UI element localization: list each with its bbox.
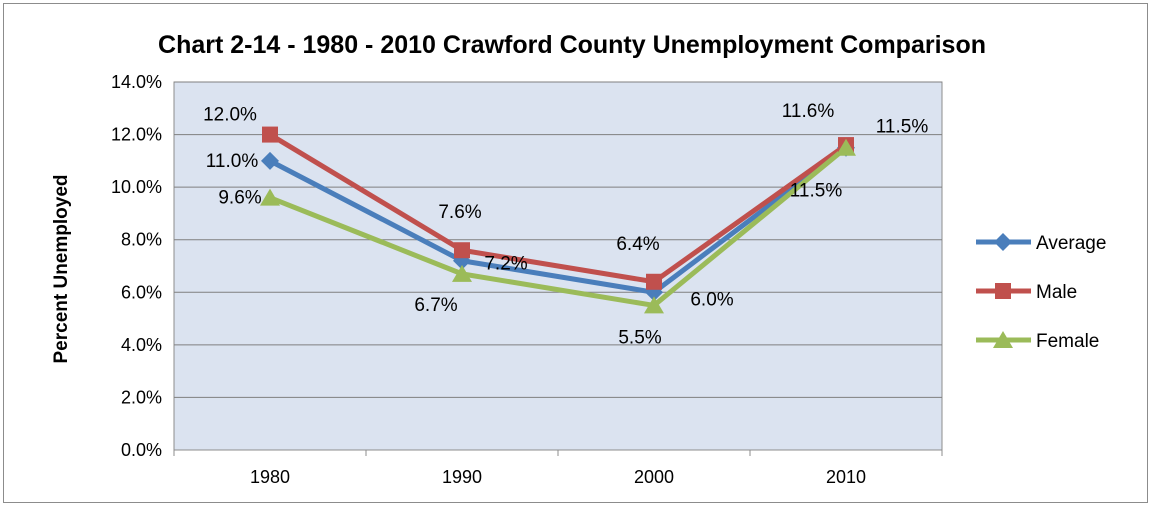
y-tick-label: 14.0% bbox=[111, 72, 162, 92]
data-label-average: 11.5% bbox=[790, 181, 843, 202]
data-label-average: 6.0% bbox=[690, 289, 733, 310]
data-label-female: 6.7% bbox=[414, 295, 457, 316]
x-tick-label: 1990 bbox=[442, 467, 482, 487]
legend-label-female: Female bbox=[1036, 331, 1099, 352]
data-label-female: 9.6% bbox=[218, 188, 261, 209]
x-tick-label: 1980 bbox=[250, 467, 290, 487]
series-line-female bbox=[269, 145, 848, 308]
data-label-average: 11.0% bbox=[206, 151, 259, 172]
series-line-average bbox=[268, 145, 848, 295]
x-tick-label: 2000 bbox=[634, 467, 674, 487]
y-tick-label: 0.0% bbox=[121, 440, 162, 460]
legend-marker-female bbox=[993, 331, 1013, 348]
data-label-male: 6.4% bbox=[616, 234, 659, 255]
legend-label-average: Average bbox=[1036, 233, 1106, 254]
y-axis-title: Percent Unemployed bbox=[51, 175, 72, 364]
data-label-average: 7.2% bbox=[484, 254, 527, 275]
chart-frame: Chart 2-14 - 1980 - 2010 Crawford County… bbox=[3, 3, 1148, 503]
y-tick-label: 6.0% bbox=[121, 282, 162, 302]
line-chart: Chart 2-14 - 1980 - 2010 Crawford County… bbox=[51, 31, 1106, 487]
data-point-female bbox=[452, 264, 472, 282]
data-label-male: 7.6% bbox=[438, 202, 481, 223]
y-tick-label: 8.0% bbox=[121, 230, 162, 250]
data-point-female bbox=[644, 296, 664, 314]
data-label-male: 11.6% bbox=[782, 101, 835, 122]
y-tick-label: 12.0% bbox=[111, 125, 162, 145]
y-tick-label: 10.0% bbox=[111, 177, 162, 197]
x-tick-label: 2010 bbox=[826, 467, 866, 487]
data-point-male bbox=[454, 242, 470, 259]
data-point-female bbox=[836, 138, 856, 156]
y-tick-label: 2.0% bbox=[121, 387, 162, 407]
data-label-male: 12.0% bbox=[203, 105, 257, 126]
data-point-male bbox=[646, 273, 662, 290]
series-line-male bbox=[268, 132, 848, 285]
data-label-female: 5.5% bbox=[618, 327, 661, 348]
data-label-female: 11.5% bbox=[876, 117, 929, 138]
legend-marker-male bbox=[995, 283, 1011, 299]
legend-marker-average bbox=[994, 233, 1012, 251]
legend: Average Male Female bbox=[976, 233, 1106, 352]
chart-title: Chart 2-14 - 1980 - 2010 Crawford County… bbox=[158, 31, 986, 59]
data-point-average bbox=[261, 151, 279, 170]
y-tick-label: 4.0% bbox=[121, 335, 162, 355]
legend-label-male: Male bbox=[1036, 282, 1077, 303]
data-point-male bbox=[262, 126, 278, 143]
data-point-female bbox=[260, 188, 280, 206]
plot-area: 0.0% 2.0% 4.0% 6.0% 8.0% 10.0% 12.0% 14.0% 1980 1… bbox=[111, 72, 943, 487]
